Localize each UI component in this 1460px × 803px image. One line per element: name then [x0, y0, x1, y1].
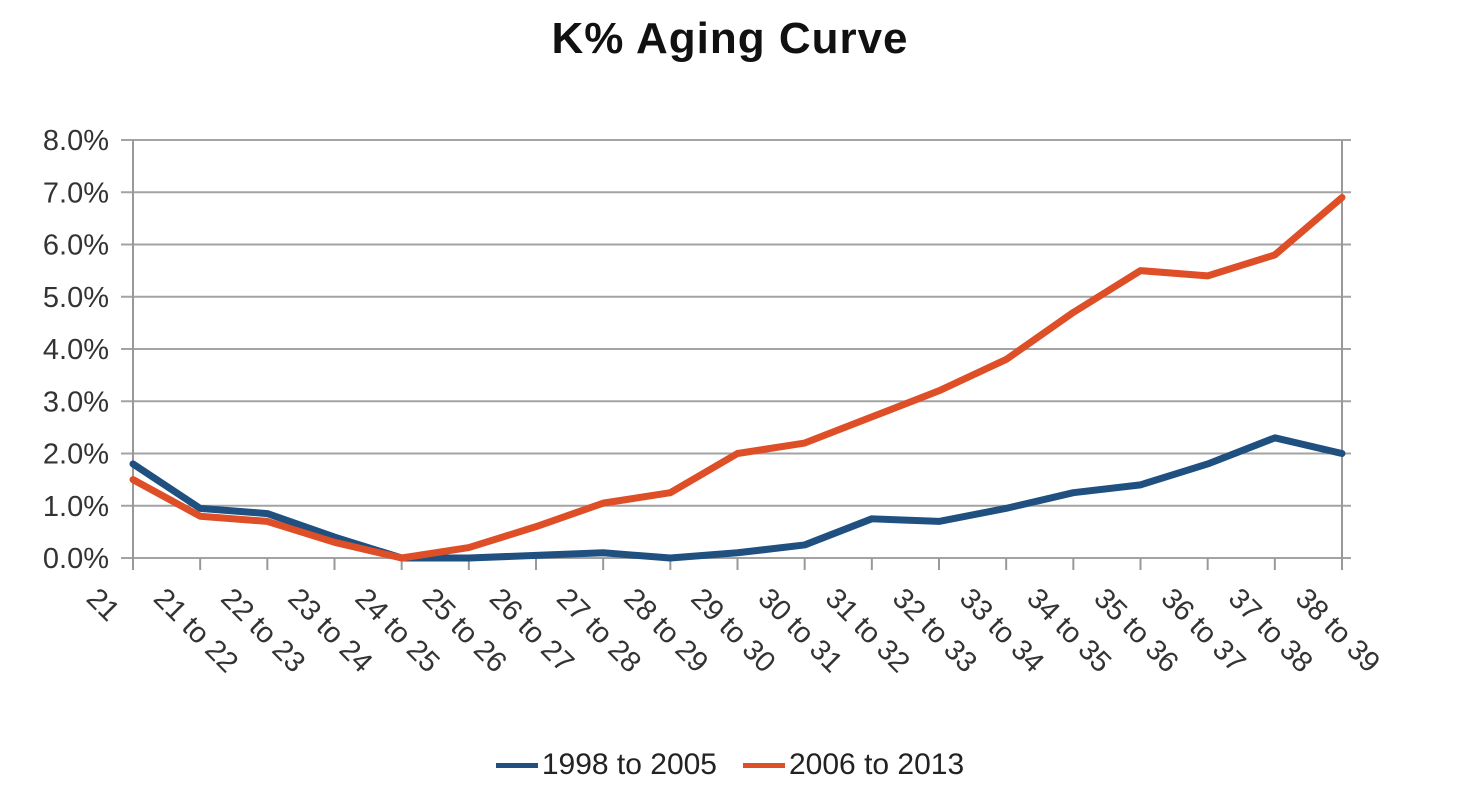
y-axis-tick-label: 6.0%	[43, 230, 109, 262]
y-axis-tick-label: 3.0%	[43, 386, 109, 418]
series-line-2006-to-2013	[129, 193, 1346, 562]
y-axis-tick-label: 7.0%	[43, 177, 109, 209]
legend-line-marker-orange	[743, 762, 785, 768]
legend: 1998 to 2005 2006 to 2013	[0, 748, 1460, 782]
plot-area: 0.0%1.0%2.0%3.0%4.0%5.0%6.0%7.0%8.0%21 21…	[43, 125, 1386, 679]
legend-item-1998-2005: 1998 to 2005	[495, 748, 717, 782]
y-axis-tick-label: 2.0%	[43, 439, 109, 471]
chart-title: K% Aging Curve	[551, 14, 909, 63]
series-line-1998-to-2005	[129, 434, 1346, 562]
legend-label: 1998 to 2005	[541, 748, 717, 781]
y-axis-tick-label: 5.0%	[43, 282, 109, 314]
y-axis-tick-label: 1.0%	[43, 491, 109, 523]
legend-line-marker-blue	[495, 762, 538, 768]
y-axis-tick-label: 0.0%	[43, 543, 109, 575]
legend-label: 2006 to 2013	[789, 748, 965, 781]
y-axis-tick-label: 8.0%	[43, 125, 109, 157]
x-axis-tick-label: 21	[80, 582, 125, 627]
y-axis-tick-label: 4.0%	[43, 334, 109, 366]
legend-item-2006-2013: 2006 to 2013	[743, 748, 964, 782]
